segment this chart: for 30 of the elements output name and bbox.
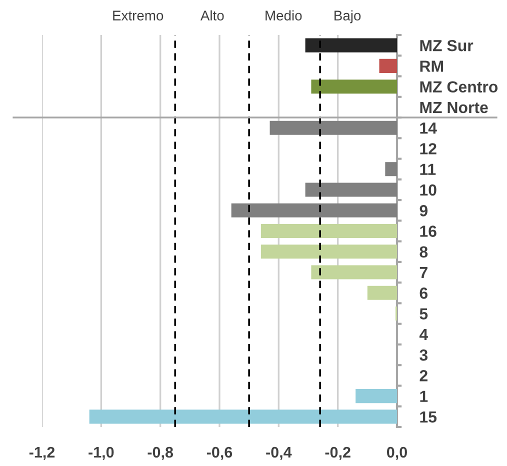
x-tick-label: -1,0 [88, 446, 114, 460]
y-tick-label: 8 [420, 246, 428, 258]
y-tick-label: 12 [420, 143, 436, 154]
text: Medio [266, 10, 302, 20]
text: Alto [200, 10, 224, 20]
x-tick-label: -0,8 [148, 446, 174, 460]
y-tick-label: 4 [419, 328, 428, 340]
x-tick-label: 0,0 [386, 446, 407, 460]
y-tick-label: 6 [420, 288, 428, 299]
y-tick-label: 9 [420, 205, 428, 216]
text: Extremo [113, 10, 164, 20]
x-tick-label: -0,4 [266, 446, 292, 460]
y-tick-label: 1 [420, 390, 428, 402]
y-tick-label: 15 [420, 411, 437, 423]
y-tick-label: 5 [420, 308, 428, 320]
x-tick-label: -0,6 [206, 446, 232, 460]
y-tick-label: RM [420, 60, 443, 72]
y-tick-label: 3 [420, 349, 428, 361]
x-tick-label: -1,2 [29, 446, 55, 460]
y-tick-label: 11 [420, 164, 436, 175]
y-tick-label: MZ Norte [420, 102, 488, 114]
y-tick-label: 7 [420, 267, 428, 278]
y-tick-label: 10 [420, 184, 436, 196]
text: Bajo [334, 10, 361, 24]
y-tick-label: MZ Sur [420, 40, 474, 52]
y-tick-label: 2 [420, 370, 428, 382]
y-tick-label: 16 [420, 226, 436, 237]
x-tick-label: -0,2 [325, 446, 350, 460]
y-tick-label: 14 [420, 122, 437, 134]
y-tick-label: MZ Centro [420, 81, 498, 93]
